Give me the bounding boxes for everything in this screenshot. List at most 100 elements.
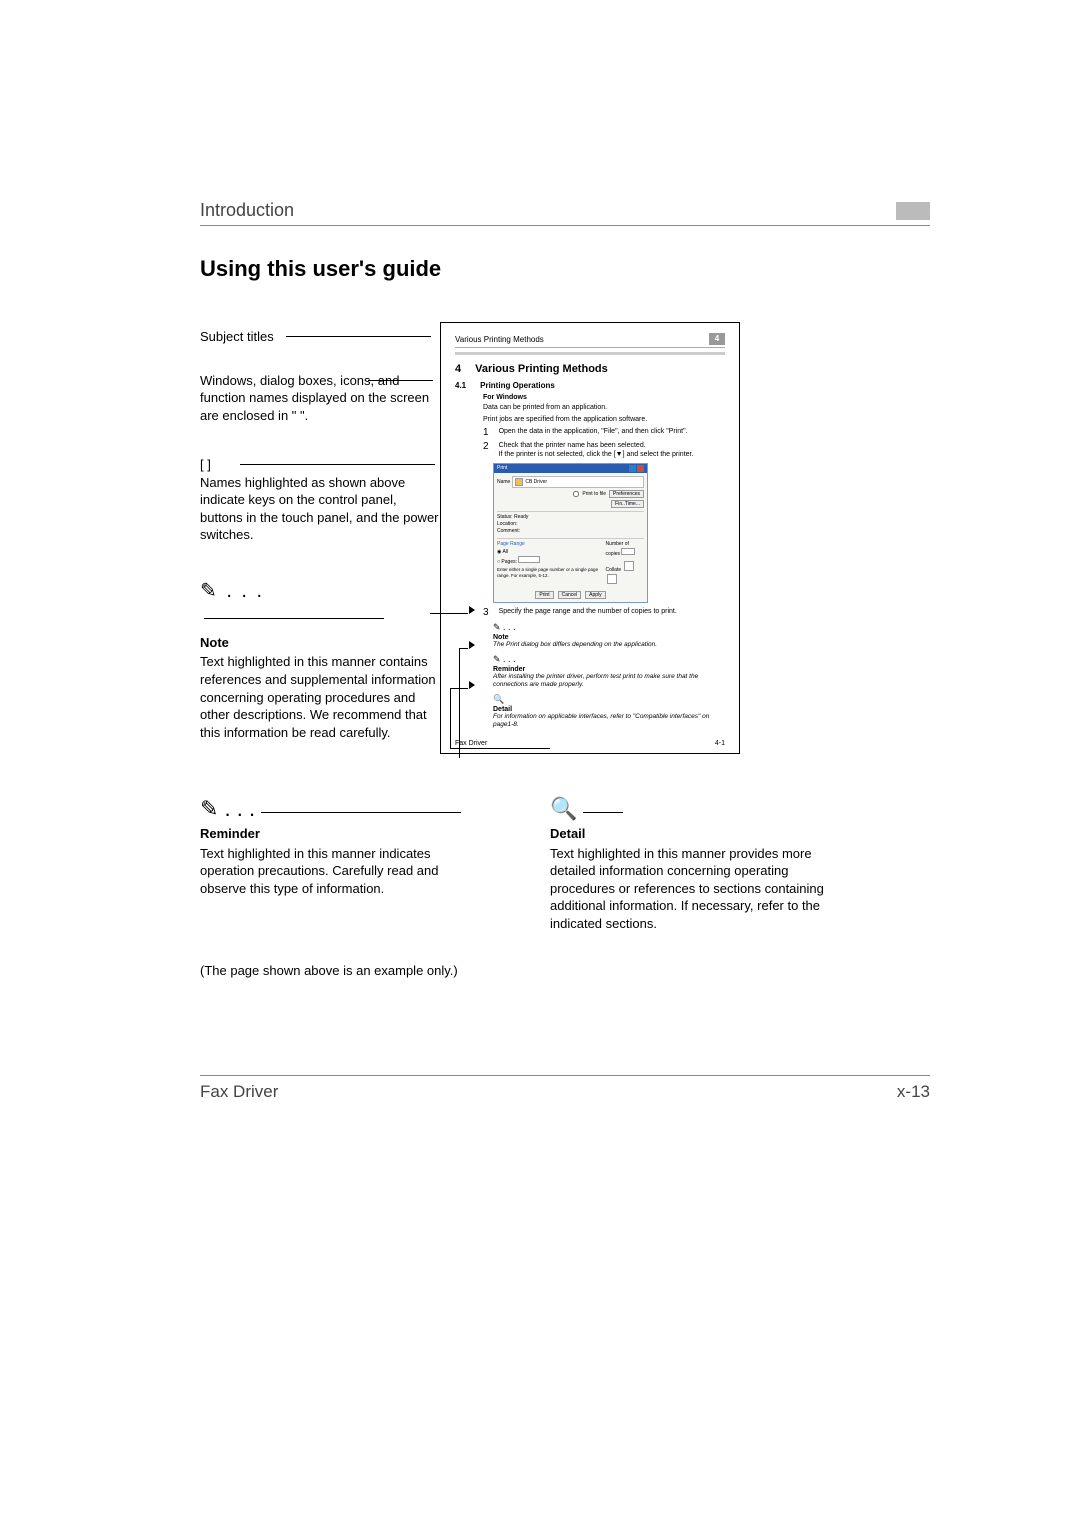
annotation-subject: Subject titles xyxy=(200,328,440,346)
connector-line xyxy=(583,812,623,813)
sample-step-1: 1 Open the data in the application, "Fil… xyxy=(483,427,725,438)
sample-step-3: 3 Specify the page range and the number … xyxy=(483,607,725,618)
sample-chapter-title: Various Printing Methods xyxy=(475,363,608,375)
copies-input xyxy=(621,548,635,555)
sample-step2-text: Check that the printer name has been sel… xyxy=(499,441,725,459)
detail-body: Text highlighted in this manner provides… xyxy=(550,845,840,933)
detail-title: Detail xyxy=(550,825,840,843)
connector-line xyxy=(459,648,468,649)
copies-col: Number of copies Collate xyxy=(606,541,644,587)
print-dialog-btn-row: Print to file Preferences xyxy=(497,490,644,498)
magnifier-icon: 🔍 xyxy=(493,694,504,704)
print-dialog-body: Name CB Driver Print to file Preferences… xyxy=(494,473,647,602)
arrow-icon xyxy=(469,681,475,689)
sample-top-left: Various Printing Methods xyxy=(455,335,544,344)
collate-label: Collate xyxy=(606,567,622,573)
sample-detail-callout: 🔍 Detail For information on applicable i… xyxy=(493,694,725,730)
note-title: Note xyxy=(200,634,440,652)
sample-intro1: Data can be printed from an application. xyxy=(483,403,725,412)
page-header: Introduction xyxy=(200,200,930,226)
reminder-block: ✎ . . . Reminder Text highlighted in thi… xyxy=(200,794,470,933)
range-col: Page Range ◉ All ○ Pages: Enter either a… xyxy=(497,541,606,587)
footer-right: x-13 xyxy=(897,1082,930,1102)
note-body: Text highlighted in this manner contains… xyxy=(200,653,440,741)
sample-step2-main: Check that the printer name has been sel… xyxy=(499,442,646,449)
sample-footer-right: 4-1 xyxy=(715,740,725,747)
print-dialog-status-col: Status: Ready Location: Comment: xyxy=(497,514,528,535)
find-printer-button: Fin..Time... xyxy=(611,500,644,508)
sample-detail-title: Detail xyxy=(493,706,725,713)
print-button: Print xyxy=(535,591,553,599)
print-dialog-titlebar: Print xyxy=(494,464,647,473)
collate-icon xyxy=(607,574,617,584)
connector-line xyxy=(286,336,431,337)
reminder-icon-row: ✎ . . . xyxy=(200,794,470,824)
sample-reminder-title: Reminder xyxy=(493,666,725,673)
sample-note-text: The Print dialog box differs depending o… xyxy=(493,641,725,649)
detail-block: 🔍 Detail Text highlighted in this manner… xyxy=(550,794,840,933)
print-dialog-name-row: Name CB Driver xyxy=(497,476,644,488)
pencil-icon: ✎ . . . xyxy=(200,580,264,602)
print-dialog-range-grid: Page Range ◉ All ○ Pages: Enter either a… xyxy=(497,541,644,587)
sample-note-title: Note xyxy=(493,634,725,641)
page-content: Introduction Using this user's guide Sub… xyxy=(200,200,930,978)
range-title: Page Range xyxy=(497,541,606,548)
sample-top-right: 4 xyxy=(709,333,725,345)
print-dialog: Print Name CB Driver Print to file xyxy=(493,463,648,603)
arrow-icon xyxy=(469,606,475,614)
header-tab-decor xyxy=(896,202,930,220)
print-to-file-label: Print to file xyxy=(582,491,606,497)
sample-intro2: Print jobs are specified from the applic… xyxy=(483,415,725,424)
sample-chapter-row: 4 Various Printing Methods xyxy=(455,363,725,375)
annotation-windows: Windows, dialog boxes, icons, and functi… xyxy=(200,372,440,425)
reminder-title: Reminder xyxy=(200,825,470,843)
help-icon xyxy=(629,465,636,472)
range-pages-label: Pages: xyxy=(501,559,517,565)
sample-sub-title: For Windows xyxy=(483,394,725,401)
sample-page: Various Printing Methods 4 4 Various Pri… xyxy=(440,322,740,754)
print-dialog-mid: Status: Ready Location: Comment: xyxy=(497,511,644,535)
print-dialog-title: Print xyxy=(497,465,507,472)
detail-icon-row: 🔍 xyxy=(550,794,840,824)
location-label: Location: xyxy=(497,521,528,528)
section-title: Using this user's guide xyxy=(200,256,930,282)
printer-select: CB Driver xyxy=(512,476,644,488)
sample-chapter-num: 4 xyxy=(455,363,461,375)
print-dialog-range: Page Range ◉ All ○ Pages: Enter either a… xyxy=(497,538,644,587)
footer-left: Fax Driver xyxy=(200,1082,278,1102)
name-label: Name xyxy=(497,479,510,485)
sample-section-row: 4.1 Printing Operations xyxy=(455,381,725,390)
connector-line xyxy=(450,748,550,749)
pencil-icon: ✎ . . . xyxy=(493,622,516,633)
arrow-icon xyxy=(469,641,475,649)
print-dialog-grid: Status: Ready Location: Comment: xyxy=(497,514,644,535)
status-label: Status: xyxy=(497,514,513,520)
breadcrumb: Introduction xyxy=(200,200,896,221)
connector-line xyxy=(368,380,433,381)
sample-note-callout: ✎ . . . Note The Print dialog box differ… xyxy=(493,622,725,649)
connector-line xyxy=(261,812,461,813)
example-note: (The page shown above is an example only… xyxy=(200,963,930,978)
connector-line xyxy=(450,688,468,689)
print-dialog-footer: Print Cancel Apply xyxy=(497,591,644,599)
comment-label: Comment: xyxy=(497,528,528,535)
annotations-column: Subject titles Windows, dialog boxes, ic… xyxy=(200,322,440,741)
print-dialog-window-controls xyxy=(629,465,644,472)
sample-step2-num: 2 xyxy=(483,441,489,459)
connector-line xyxy=(459,648,460,758)
annotation-bracket-symbol: [ ] xyxy=(200,457,211,472)
preferences-button: Preferences xyxy=(609,490,644,498)
sample-step1-text: Open the data in the application, "File"… xyxy=(499,427,725,438)
connector-line xyxy=(204,618,384,619)
apply-button: Apply xyxy=(585,591,606,599)
sample-detail-text: For information on applicable interfaces… xyxy=(493,713,725,730)
status-value: Ready xyxy=(514,514,528,520)
pages-input xyxy=(518,556,540,563)
sample-section-title: Printing Operations xyxy=(480,381,555,390)
pencil-icon: ✎ . . . xyxy=(200,796,255,821)
range-all: All xyxy=(502,549,508,555)
sample-step3-text: Specify the page range and the number of… xyxy=(499,607,725,618)
connector-line xyxy=(240,464,435,465)
connector-line xyxy=(430,613,468,614)
range-note: Enter either a single page number or a s… xyxy=(497,567,606,578)
